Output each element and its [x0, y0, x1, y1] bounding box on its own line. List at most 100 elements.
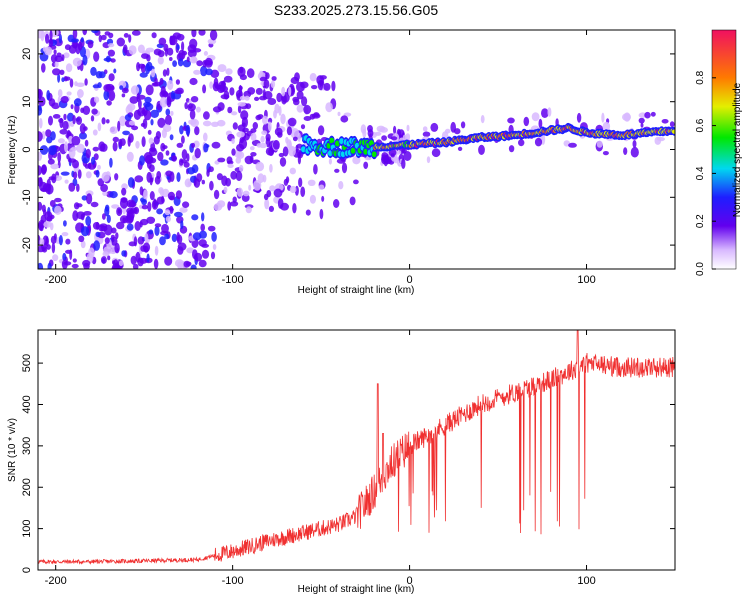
spectrogram-cell: [128, 133, 134, 143]
snr-ticks: -200 -100 0 100 0 100 200 300 400 500: [21, 330, 675, 587]
spectrogram-cell: [183, 161, 190, 168]
spectrogram-cell: [50, 163, 59, 170]
spectrogram-cell: [208, 166, 214, 173]
spectrogram-cell: [47, 158, 55, 165]
spectrogram-cell: [235, 157, 242, 164]
spectrogram-cell: [193, 140, 200, 148]
spectrogram-cell: [49, 30, 53, 41]
spectrogram-cell: [82, 30, 87, 36]
snr-panel: -200 -100 0 100 0 100 200 300 400 500 Height of s…: [7, 329, 676, 595]
spectrogram-cell: [121, 250, 127, 257]
spectrogram-cell: [116, 37, 126, 47]
spectrogram-cell: [318, 184, 325, 190]
spectrogram-cell: [106, 100, 112, 106]
spectrogram-cell: [54, 61, 59, 68]
spectrogram-cell: [301, 96, 308, 107]
spectrogram-cell: [367, 129, 374, 138]
spectrogram-cell: [209, 180, 214, 191]
spectrogram-cell: [287, 117, 297, 127]
spectrogram-cell: [166, 67, 170, 76]
spectrogram-cell: [63, 113, 67, 121]
spectrogram-cell: [321, 195, 325, 202]
spectrogram-cell: [57, 73, 61, 83]
spectrogram-cell: [95, 231, 101, 238]
spectrogram-cell: [84, 139, 89, 147]
spectrogram-cell: [123, 44, 128, 54]
spectrogram-cell: [106, 119, 110, 124]
spectrogram-cell: [180, 220, 184, 230]
spectrogram-cell: [220, 94, 230, 100]
x-tick-label: 100: [577, 575, 595, 587]
spectrogram-cell: [223, 186, 228, 194]
spectrogram-cell: [644, 111, 651, 119]
spectrogram-cell: [165, 108, 171, 116]
spectrogram-cell: [186, 247, 195, 254]
spectrogram-cell: [61, 54, 65, 62]
spectrogram-cell: [189, 109, 196, 120]
spectrogram-cell: [175, 190, 182, 200]
spectrogram-cell: [115, 232, 119, 240]
spectrogram-cell: [406, 124, 410, 132]
spectrogram-cell: [174, 211, 183, 218]
spectrogram-cell: [219, 85, 229, 93]
spectrogram-cell: [153, 258, 159, 269]
spectrogram-cell: [102, 191, 108, 197]
spectrogram-cell: [201, 212, 205, 222]
spectrogram-cell: [176, 44, 180, 51]
spectrogram-cell: [72, 57, 82, 67]
spectrogram-cell: [57, 89, 63, 98]
spectrogram-cell: [59, 69, 65, 76]
spectrogram-cell: [141, 53, 149, 59]
spectrogram-cell: [158, 37, 167, 46]
spectrogram-cell: [132, 263, 139, 269]
spectrogram-cell: [79, 132, 87, 140]
x-tick-label: 0: [407, 274, 413, 286]
spectrogram-cell: [108, 73, 115, 82]
spectrogram-cell: [52, 68, 61, 76]
spectrogram-cell: [54, 197, 62, 203]
spectrogram-cell: [179, 207, 188, 213]
spectrogram-cell: [108, 32, 114, 39]
spectrogram-cell: [267, 121, 272, 132]
spectrogram-cell: [104, 237, 110, 244]
spectrogram-cell: [341, 162, 348, 174]
spectrogram-cell: [59, 129, 68, 135]
spectrogram-cell: [194, 148, 201, 159]
spectrogram-cell: [44, 46, 53, 56]
spectrogram-cell: [211, 231, 217, 242]
spectrogram-cell: [353, 179, 359, 185]
spectrogram-cell: [81, 195, 88, 201]
spectrogram-cell: [229, 87, 235, 96]
spectrogram-cell: [39, 238, 45, 246]
spectrogram-cell: [654, 136, 662, 145]
spectrogram-cell: [163, 43, 169, 52]
spectrogram-cell: [69, 249, 73, 260]
spectrogram-cell: [151, 199, 159, 210]
spectrogram-cell: [165, 114, 172, 126]
spectrogram-cell: [390, 136, 398, 141]
spectrogram-cell: [319, 75, 327, 80]
spectrogram-cell: [269, 163, 273, 173]
spectrogram-cell: [181, 41, 185, 52]
spectrogram-cell: [201, 179, 205, 185]
spectrogram-cell: [84, 78, 88, 86]
spectrogram-cell: [72, 115, 76, 125]
spectrogram-cell: [669, 121, 675, 128]
spectrogram-cell: [203, 143, 209, 153]
x-tick-label: 0: [407, 575, 413, 587]
spectrogram-cell: [225, 177, 232, 187]
spectrogram-cell: [145, 47, 154, 53]
spectrogram-ridge-cell: [329, 137, 335, 144]
spectrogram-cell: [171, 155, 177, 162]
spectrogram-cell: [541, 108, 549, 118]
spectrogram-cell: [239, 164, 244, 172]
spectrogram-cell: [276, 92, 283, 103]
spectrogram-cell: [97, 164, 101, 170]
spectrogram-cell: [76, 82, 85, 88]
spectrogram-cell: [187, 167, 196, 175]
spectrogram-cell: [157, 56, 164, 65]
spectrogram-cell: [129, 96, 139, 104]
spectrogram-cell: [204, 57, 213, 68]
spectrogram-cell: [101, 171, 110, 182]
